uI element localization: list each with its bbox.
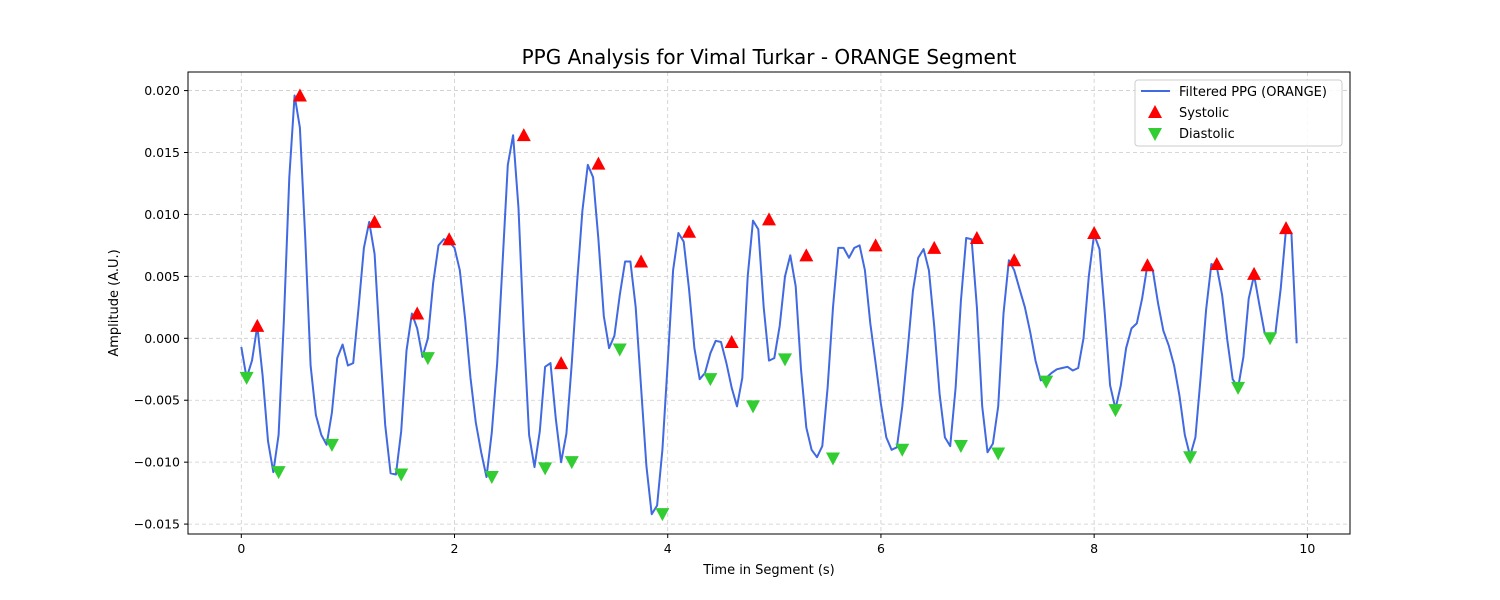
diastolic-marker bbox=[655, 508, 670, 522]
systolic-marker bbox=[927, 240, 942, 254]
systolic-marker bbox=[292, 88, 307, 102]
systolic-marker bbox=[250, 318, 265, 332]
plot-frame bbox=[187, 71, 1351, 535]
systolic-marker bbox=[1140, 258, 1155, 272]
diastolic-marker bbox=[394, 468, 409, 482]
diastolic-marker bbox=[612, 343, 627, 357]
diastolic-marker bbox=[271, 466, 286, 480]
systolic-marker bbox=[634, 254, 649, 268]
systolic-marker bbox=[410, 306, 425, 320]
x-tick-label: 0 bbox=[237, 541, 245, 556]
systolic-markers bbox=[250, 88, 1294, 370]
diastolic-marker bbox=[703, 373, 718, 387]
x-axis: 0 2 4 6 8 10 bbox=[237, 534, 1315, 556]
legend-diastolic-swatch bbox=[1148, 128, 1162, 141]
diastolic-marker bbox=[239, 371, 254, 385]
diastolic-marker bbox=[1039, 375, 1054, 389]
y-tick-label: −0.005 bbox=[134, 393, 180, 408]
systolic-marker bbox=[442, 232, 457, 246]
diastolic-marker bbox=[564, 456, 579, 470]
y-tick-label: 0.000 bbox=[144, 331, 180, 346]
systolic-marker bbox=[682, 224, 697, 238]
series-line-filtered-ppg bbox=[240, 94, 1298, 516]
diastolic-marker bbox=[420, 352, 435, 366]
x-tick-label: 4 bbox=[664, 541, 672, 556]
legend: Filtered PPG (ORANGE) Systolic Diastolic bbox=[1134, 79, 1343, 147]
diastolic-marker bbox=[991, 447, 1006, 461]
y-tick-label: 0.005 bbox=[144, 269, 180, 284]
systolic-marker bbox=[1087, 226, 1102, 240]
y-tick-label: 0.020 bbox=[144, 83, 180, 98]
y-axis-label: Amplitude (A.U.) bbox=[107, 249, 122, 356]
legend-systolic-swatch bbox=[1148, 105, 1162, 118]
diastolic-marker bbox=[1231, 381, 1246, 395]
diastolic-marker bbox=[895, 443, 910, 457]
diastolic-marker bbox=[1183, 451, 1198, 465]
x-tick-label: 2 bbox=[451, 541, 459, 556]
chart-title: PPG Analysis for Vimal Turkar - ORANGE S… bbox=[522, 45, 1017, 69]
y-tick-label: 0.015 bbox=[144, 145, 180, 160]
diastolic-marker bbox=[484, 471, 499, 485]
x-tick-label: 10 bbox=[1299, 541, 1315, 556]
plot-area bbox=[240, 94, 1298, 516]
systolic-marker bbox=[762, 212, 776, 226]
systolic-marker bbox=[1007, 253, 1022, 267]
systolic-marker bbox=[516, 128, 531, 142]
diastolic-markers bbox=[239, 332, 1278, 522]
systolic-marker bbox=[554, 356, 569, 370]
diastolic-marker bbox=[1108, 404, 1123, 418]
legend-box bbox=[1134, 79, 1343, 147]
y-tick-label: −0.010 bbox=[134, 455, 180, 470]
systolic-marker bbox=[724, 335, 739, 349]
systolic-marker bbox=[1279, 221, 1294, 235]
diastolic-marker bbox=[777, 353, 792, 367]
systolic-marker bbox=[868, 238, 883, 252]
y-tick-label: −0.015 bbox=[134, 517, 180, 532]
diastolic-marker bbox=[1263, 332, 1278, 346]
x-tick-label: 8 bbox=[1090, 541, 1098, 556]
systolic-marker bbox=[969, 230, 984, 244]
x-tick-label: 6 bbox=[877, 541, 885, 556]
systolic-marker bbox=[591, 156, 606, 170]
y-axis: −0.015 −0.010 −0.005 0.000 0.005 0.010 0.015 0.… bbox=[134, 83, 188, 532]
legend-label-systolic: Systolic bbox=[1179, 106, 1229, 121]
systolic-marker bbox=[1209, 256, 1224, 270]
diastolic-marker bbox=[953, 440, 968, 454]
y-tick-label: 0.010 bbox=[144, 207, 180, 222]
legend-label-filtered: Filtered PPG (ORANGE) bbox=[1179, 85, 1327, 100]
diastolic-marker bbox=[324, 438, 339, 452]
x-axis-label: Time in Segment (s) bbox=[702, 563, 834, 578]
diastolic-marker bbox=[825, 452, 840, 466]
diastolic-marker bbox=[538, 462, 553, 476]
systolic-marker bbox=[1247, 266, 1262, 280]
legend-label-diastolic: Diastolic bbox=[1179, 127, 1235, 142]
diastolic-marker bbox=[746, 400, 761, 414]
systolic-marker bbox=[799, 248, 814, 262]
systolic-marker bbox=[367, 214, 382, 228]
